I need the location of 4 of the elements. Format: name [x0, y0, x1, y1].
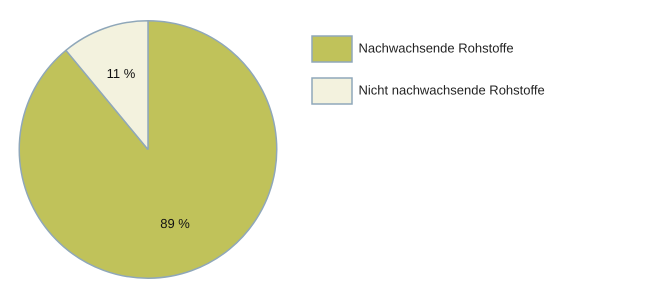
data-label: 11 %	[106, 66, 136, 81]
legend-label: Nachwachsende Rohstoffe	[358, 40, 514, 56]
legend-label: Nicht nachwachsende Rohstoffe	[358, 82, 545, 98]
data-label: 89 %	[160, 216, 190, 232]
